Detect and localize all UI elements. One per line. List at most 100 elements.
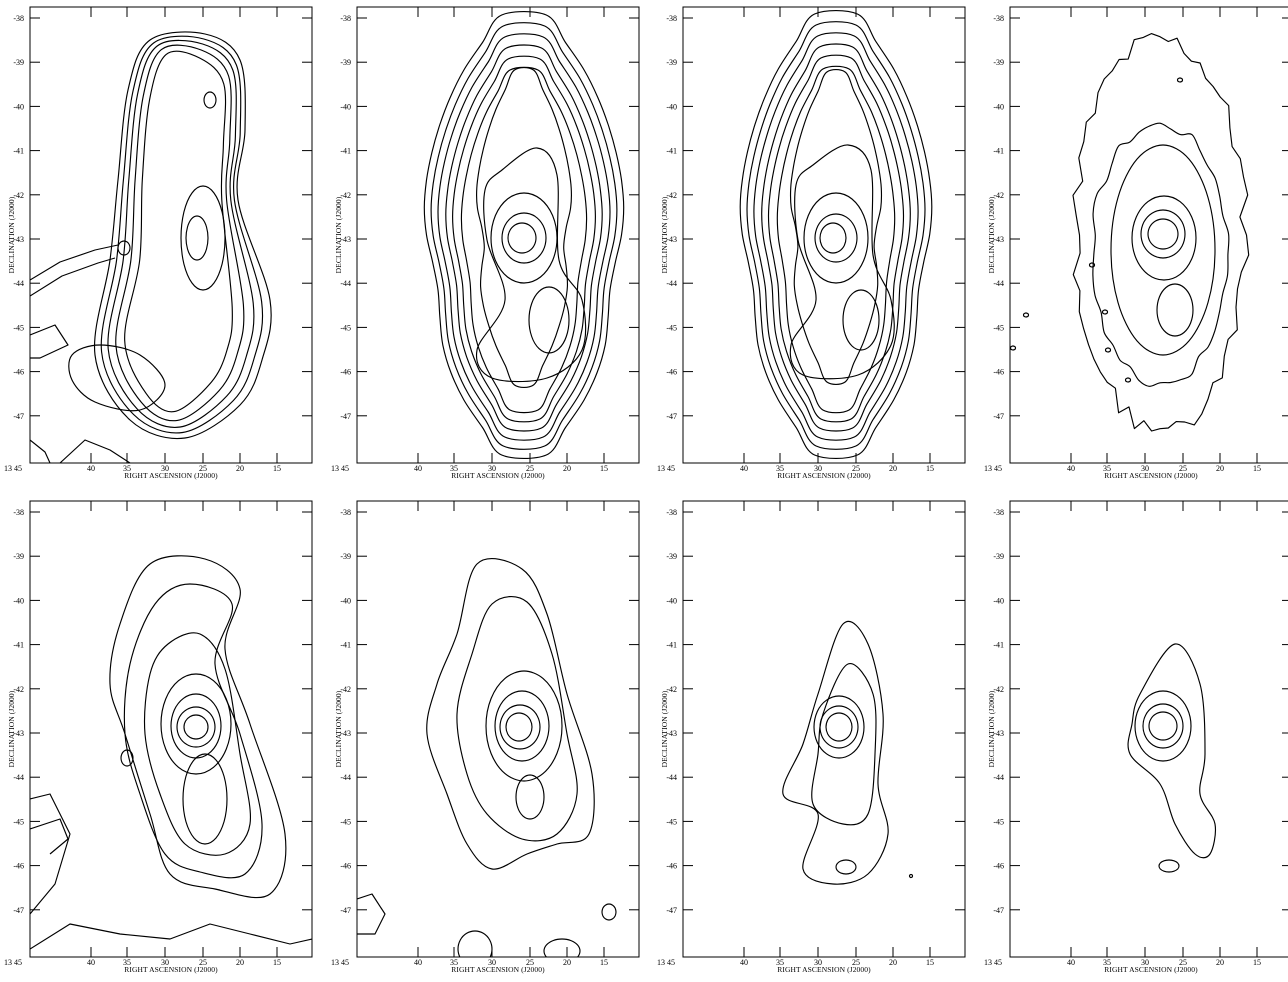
y-tick-label: -46: [666, 862, 677, 871]
y-tick-label: -40: [340, 102, 351, 111]
y-tick-label: -40: [993, 102, 1004, 111]
y-tick-label: -44: [13, 773, 24, 782]
contour-line: [1147, 218, 1179, 250]
panel-frame: [356, 500, 640, 958]
y-tick-label: -45: [666, 817, 677, 826]
contour-line: [789, 69, 883, 385]
y-tick-label: -43: [666, 235, 677, 244]
contour-lines: [782, 620, 914, 885]
x-tick-label: 20: [889, 958, 897, 967]
x-tick-label: 30: [488, 958, 496, 967]
y-tick-label: -46: [13, 862, 24, 871]
y-tick-label: -41: [340, 147, 351, 156]
contour-line: [1131, 195, 1197, 281]
x-tick-label: 25: [526, 464, 534, 473]
y-tick-label: -39: [993, 552, 1004, 561]
contour-line: [494, 690, 550, 762]
x-tick-label: 13 45: [4, 464, 22, 473]
panel-frame: [682, 6, 966, 464]
y-axis-label: DECLINATION (J2000): [660, 690, 669, 767]
contour-line: [1156, 283, 1194, 337]
contour-panel-6: 13 45 40 35 30 25 20 15 -38 -39 -40 -41 -42 -43 -44 -4…: [331, 500, 640, 974]
contour-line: [753, 32, 919, 441]
contour-line: [814, 213, 858, 263]
contour-line: [176, 706, 216, 748]
x-tick-label: 15: [1253, 958, 1261, 967]
y-axis-label: DECLINATION (J2000): [7, 690, 16, 767]
contour-line: [30, 923, 312, 950]
x-tick-label: 40: [1067, 464, 1075, 473]
contour-line: [1176, 77, 1184, 83]
contour-line: [100, 35, 264, 434]
contour-lines: [1010, 33, 1250, 432]
contour-line: [1148, 711, 1178, 741]
contour-lines: [1127, 643, 1216, 873]
contour-line: [457, 930, 493, 957]
x-tick-label: 35: [776, 464, 784, 473]
panel-frame: [682, 500, 966, 958]
x-tick-label: 30: [814, 958, 822, 967]
contour-line: [528, 286, 570, 354]
y-axis-label: DECLINATION (J2000): [7, 196, 16, 273]
y-axis-label: DECLINATION (J2000): [334, 690, 343, 767]
x-tick-label: 35: [450, 958, 458, 967]
y-tick-label: -38: [13, 14, 24, 23]
contour-line: [501, 212, 547, 264]
x-axis-label: RIGHT ASCENSION (J2000): [124, 965, 218, 974]
x-tick-label: 20: [236, 464, 244, 473]
contour-line: [1127, 643, 1216, 859]
x-tick-label: 13 45: [984, 958, 1002, 967]
contour-line: [430, 22, 618, 450]
x-tick-label: 30: [161, 958, 169, 967]
y-tick-label: -43: [340, 729, 351, 738]
y-tick-label: -45: [13, 817, 24, 826]
contour-line: [515, 774, 545, 820]
x-tick-label: 20: [563, 958, 571, 967]
y-tick-label: -44: [13, 279, 24, 288]
x-axis-label: RIGHT ASCENSION (J2000): [124, 471, 218, 480]
y-tick-label: -39: [340, 552, 351, 561]
x-tick-label: 35: [776, 958, 784, 967]
y-tick-label: -41: [666, 641, 677, 650]
contour-line: [803, 192, 869, 284]
contour-line: [109, 555, 287, 899]
y-axis-label: DECLINATION (J2000): [987, 196, 996, 273]
contour-line: [789, 144, 895, 380]
y-tick-label: -42: [340, 191, 351, 200]
contour-line: [203, 91, 217, 109]
x-tick-label: 40: [87, 464, 95, 473]
x-tick-label: 35: [1103, 958, 1111, 967]
contour-line: [124, 50, 233, 413]
x-tick-label: 13 45: [331, 958, 349, 967]
y-tick-label: -47: [13, 412, 24, 421]
y-tick-label: -43: [993, 729, 1004, 738]
y-tick-label: -45: [340, 817, 351, 826]
panel-frame: [29, 500, 313, 958]
contour-line: [30, 793, 71, 915]
x-tick-label: 40: [740, 464, 748, 473]
contour-lines: [30, 31, 272, 463]
x-tick-label: 40: [414, 464, 422, 473]
y-tick-label: -45: [666, 323, 677, 332]
contour-line: [485, 670, 563, 782]
x-axis-label: RIGHT ASCENSION (J2000): [451, 471, 545, 480]
x-tick-label: 30: [1141, 958, 1149, 967]
x-tick-label: 40: [1067, 958, 1075, 967]
x-tick-label: 35: [123, 958, 131, 967]
y-axis-label: DECLINATION (J2000): [334, 196, 343, 273]
y-tick-label: -40: [666, 102, 677, 111]
x-tick-label: 13 45: [984, 464, 1002, 473]
x-tick-label: 35: [450, 464, 458, 473]
contour-line: [1124, 377, 1132, 383]
contour-line: [1134, 690, 1192, 762]
y-tick-label: -44: [993, 773, 1004, 782]
y-tick-label: -43: [666, 729, 677, 738]
y-tick-label: -46: [993, 368, 1004, 377]
y-tick-label: -43: [340, 235, 351, 244]
y-tick-label: -45: [993, 817, 1004, 826]
y-tick-label: -45: [13, 323, 24, 332]
contour-line: [1101, 309, 1109, 315]
y-axis-label: DECLINATION (J2000): [987, 690, 996, 767]
y-tick-label: -41: [993, 641, 1004, 650]
contour-panel-5: 13 45 40 35 30 25 20 15 -38 -39 -40 -41 -42 -43 -44 -4…: [4, 500, 313, 974]
